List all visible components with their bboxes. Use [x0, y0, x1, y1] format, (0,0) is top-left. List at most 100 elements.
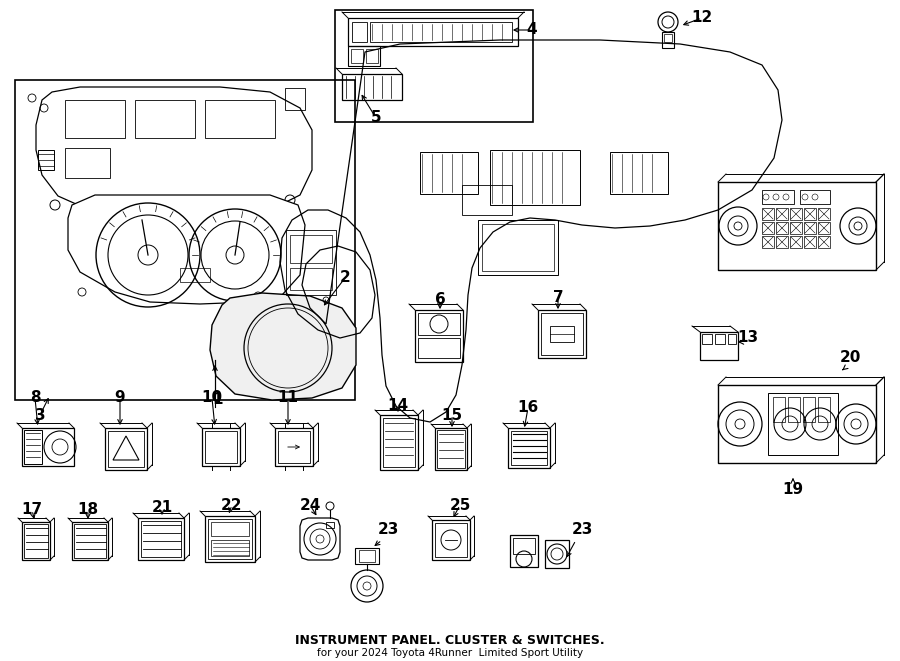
Text: 13: 13	[737, 330, 759, 346]
Bar	[762, 208, 774, 220]
Bar	[432, 520, 470, 560]
Bar	[545, 540, 569, 568]
Text: 7: 7	[553, 290, 563, 305]
Bar	[664, 34, 672, 42]
Text: 12: 12	[691, 11, 713, 26]
Bar	[342, 74, 402, 100]
Bar	[38, 150, 54, 170]
Text: 19: 19	[782, 483, 804, 498]
Bar	[728, 334, 736, 344]
Bar	[435, 428, 467, 470]
Text: INSTRUMENT PANEL. CLUSTER & SWITCHES.: INSTRUMENT PANEL. CLUSTER & SWITCHES.	[295, 633, 605, 646]
Bar	[290, 235, 332, 263]
Bar	[141, 521, 181, 557]
Bar	[718, 385, 876, 463]
Bar	[420, 152, 478, 194]
Text: 4: 4	[526, 22, 537, 38]
Bar	[662, 32, 674, 48]
Bar	[718, 182, 876, 270]
Bar	[24, 524, 48, 558]
Bar	[383, 418, 415, 467]
Bar	[359, 550, 375, 562]
Bar	[541, 313, 583, 355]
Bar	[804, 236, 816, 248]
Text: 3: 3	[35, 407, 45, 422]
Text: 24: 24	[300, 498, 320, 512]
Bar	[776, 208, 788, 220]
Text: 18: 18	[77, 502, 99, 518]
Bar	[351, 49, 363, 63]
Bar	[818, 397, 830, 422]
Bar	[818, 236, 830, 248]
Text: 21: 21	[151, 500, 173, 516]
Bar	[108, 431, 144, 467]
Bar	[326, 522, 334, 528]
Bar	[818, 208, 830, 220]
Bar	[24, 430, 42, 464]
Bar	[335, 10, 533, 122]
Bar	[15, 80, 355, 400]
Bar	[490, 150, 580, 205]
Bar	[65, 100, 125, 138]
Bar	[205, 100, 275, 138]
Bar	[352, 22, 367, 42]
Bar	[776, 222, 788, 234]
Bar	[278, 431, 310, 463]
Bar	[202, 428, 240, 466]
Bar	[700, 332, 738, 360]
Bar	[462, 185, 512, 215]
Bar	[275, 428, 313, 466]
Bar	[478, 220, 558, 275]
Text: 1: 1	[212, 393, 223, 407]
Bar	[211, 522, 249, 536]
Bar	[415, 310, 463, 362]
Text: 17: 17	[22, 502, 42, 518]
Bar	[208, 519, 252, 559]
Text: 8: 8	[30, 391, 40, 405]
Bar	[180, 268, 210, 282]
Bar	[790, 222, 802, 234]
Bar	[790, 208, 802, 220]
Bar	[285, 88, 305, 110]
Bar	[380, 415, 418, 470]
Bar	[762, 190, 794, 204]
Text: for your 2024 Toyota 4Runner  Limited Sport Utility: for your 2024 Toyota 4Runner Limited Spo…	[317, 648, 583, 658]
Text: 10: 10	[202, 391, 222, 405]
Bar	[511, 431, 547, 465]
Bar	[790, 236, 802, 248]
Bar	[348, 18, 518, 46]
Bar	[435, 523, 467, 557]
Bar	[105, 428, 147, 470]
Bar	[715, 334, 725, 344]
Bar	[135, 100, 195, 138]
Bar	[418, 313, 460, 335]
Bar	[74, 524, 106, 558]
Text: 25: 25	[449, 498, 471, 512]
Bar	[513, 538, 535, 554]
Bar	[702, 334, 712, 344]
Text: 9: 9	[114, 391, 125, 405]
Bar	[418, 338, 460, 358]
Bar	[348, 46, 380, 66]
Bar	[803, 397, 815, 422]
Polygon shape	[68, 195, 305, 304]
Polygon shape	[210, 293, 356, 400]
Bar	[211, 540, 249, 556]
Bar	[510, 535, 538, 567]
Bar	[804, 208, 816, 220]
Text: 22: 22	[221, 498, 243, 512]
Bar	[508, 428, 550, 468]
Bar	[370, 22, 512, 42]
Bar	[788, 397, 800, 422]
Bar	[818, 222, 830, 234]
Bar	[762, 222, 774, 234]
Text: 14: 14	[387, 397, 409, 412]
Bar	[286, 230, 336, 295]
Bar	[355, 548, 379, 564]
Text: 2: 2	[339, 270, 350, 286]
Bar	[205, 516, 255, 562]
Text: 15: 15	[441, 407, 463, 422]
Bar	[538, 310, 586, 358]
Text: 5: 5	[371, 110, 382, 126]
Bar	[72, 522, 108, 560]
